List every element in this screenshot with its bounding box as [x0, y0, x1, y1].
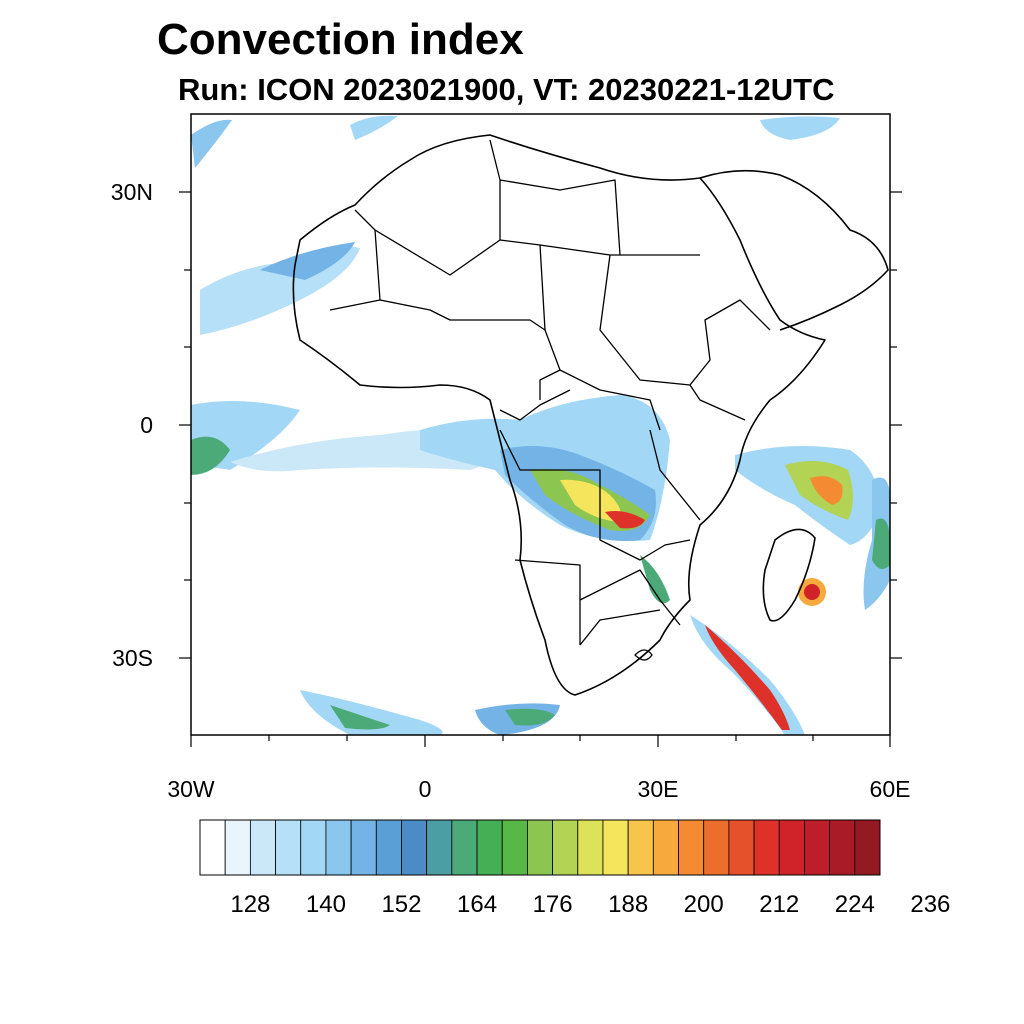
colorbar-label-128: 128 — [230, 891, 270, 918]
shading-med — [350, 115, 398, 140]
shading-nw — [191, 119, 232, 168]
colorbar-label-164: 164 — [457, 891, 497, 918]
border-14 — [514, 559, 581, 645]
border-10 — [559, 369, 661, 431]
lon-label-30w: 30W — [167, 776, 215, 802]
border-8 — [689, 299, 771, 386]
shading-mozambique — [640, 555, 670, 604]
colorbar-label-176: 176 — [533, 891, 573, 918]
shading-atlantic-core — [191, 436, 230, 475]
colorbar-box-21 — [728, 819, 755, 876]
africa-coast — [292, 134, 826, 696]
shading-south-atlantic-2-core — [505, 708, 555, 726]
colorbar-box-14 — [552, 819, 579, 876]
colorbar-box-12 — [501, 819, 528, 876]
border-13 — [649, 429, 701, 521]
colorbar-box-2 — [249, 819, 276, 876]
colorbar-box-15 — [577, 819, 604, 876]
colorbar-box-18 — [652, 819, 679, 876]
shading-westafrica-core — [260, 242, 355, 280]
border-4 — [499, 179, 621, 256]
colorbar-label-152: 152 — [381, 891, 421, 918]
border-9 — [689, 384, 746, 421]
border-16 — [579, 609, 661, 646]
colorbar-box-10 — [451, 819, 478, 876]
colorbar-box-24 — [804, 819, 831, 876]
colorbar-box-23 — [778, 819, 805, 876]
colorbar-box-13 — [527, 819, 553, 876]
colorbar-box-20 — [703, 819, 730, 876]
shading-cyclone-eye — [804, 584, 820, 600]
lat-label-30n: 30N — [111, 179, 153, 205]
colorbar-label-224: 224 — [835, 891, 875, 918]
colorbar-label-236: 236 — [910, 891, 950, 918]
border-7 — [599, 254, 691, 386]
shading-south-atlantic-core — [330, 705, 390, 730]
colorbar-label-140: 140 — [306, 891, 346, 918]
colorbar-box-5 — [325, 819, 352, 876]
lon-ticks — [190, 735, 891, 747]
lat-label-0: 0 — [140, 412, 153, 438]
border-5 — [539, 244, 700, 256]
lesotho — [634, 649, 653, 661]
colorbar-box-4 — [300, 819, 327, 876]
shading-east-edge-core — [872, 518, 890, 569]
colorbar-label-212: 212 — [759, 891, 799, 918]
border-2 — [374, 229, 546, 331]
shading-sw-indian-core — [705, 625, 790, 730]
colorbar-box-11 — [476, 819, 503, 876]
shading-indian-peak — [810, 476, 843, 505]
colorbar-box-17 — [627, 819, 654, 876]
border-15 — [579, 569, 681, 626]
shading-northeast — [760, 116, 840, 140]
map-field — [191, 115, 890, 735]
colorbar-label-188: 188 — [608, 891, 648, 918]
colorbar-frame — [199, 819, 881, 876]
colorbar-box-16 — [602, 819, 629, 876]
colorbar-box-3 — [275, 819, 302, 876]
madagascar-coast — [762, 528, 816, 622]
lon-label-0: 0 — [419, 776, 432, 802]
map-subtitle: Run: ICON 2023021900, VT: 20230221-12UTC — [178, 72, 835, 107]
colorbar-box-26 — [854, 819, 881, 876]
colorbar-box-1 — [224, 819, 251, 876]
colorbar-box-8 — [401, 819, 428, 876]
lon-label-30e: 30E — [638, 776, 679, 802]
colorbar-box-0 — [199, 819, 226, 876]
coastlines — [292, 134, 889, 696]
colorbar — [199, 819, 881, 876]
colorbar-box-19 — [678, 819, 705, 876]
colorbar-label-200: 200 — [684, 891, 724, 918]
colorbar-box-22 — [753, 819, 780, 876]
shading-congo-high — [560, 479, 622, 522]
colorbar-box-25 — [829, 819, 856, 876]
lat-ticks — [179, 191, 902, 659]
convection-shading — [191, 115, 890, 735]
colorbar-labels: 128 140 152 164 176 188 200 212 224 236 — [230, 891, 950, 918]
colorbar-box-9 — [426, 819, 453, 876]
lon-label-60e: 60E — [870, 776, 911, 802]
border-12 — [499, 429, 691, 561]
arabia-coast — [699, 169, 889, 331]
border-3 — [489, 139, 501, 240]
lat-label-30s: 30S — [112, 645, 153, 671]
colorbar-box-6 — [350, 819, 377, 876]
country-borders — [329, 139, 771, 661]
border-11 — [499, 389, 571, 421]
colorbar-box-7 — [375, 819, 402, 876]
shading-congo-peak — [605, 511, 645, 529]
map-title: Convection index — [157, 15, 524, 64]
shading-south-atlantic — [300, 690, 443, 735]
border-6 — [539, 329, 561, 400]
border-1 — [329, 209, 381, 311]
